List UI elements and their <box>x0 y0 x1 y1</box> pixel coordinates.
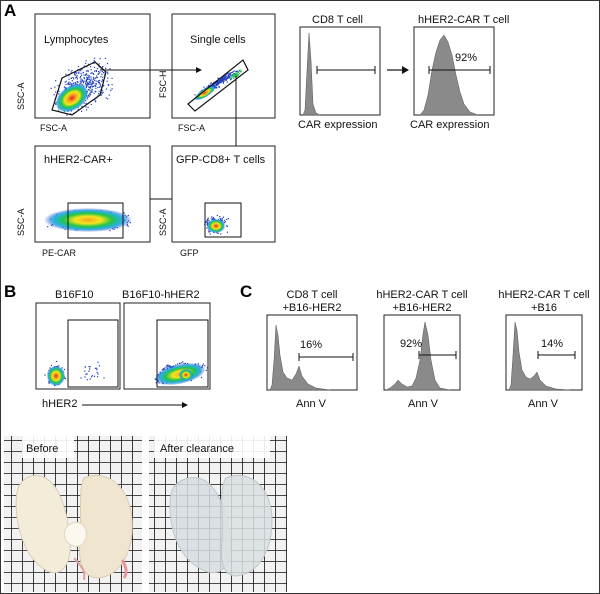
c2-title-2: +B16-HER2 <box>392 302 451 314</box>
lymphocytes-title: Lymphocytes <box>44 34 109 46</box>
after-label: After clearance <box>160 443 234 455</box>
panel-letter-b: B <box>4 282 16 301</box>
c3-x-axis: Ann V <box>528 398 559 410</box>
c-plot-3: hHER2-CAR T cell +B16 14% Ann V <box>498 289 589 410</box>
c2-title-1: hHER2-CAR T cell <box>376 289 467 301</box>
car-histogram: hHER2-CAR T cell 92% CAR expression <box>410 14 509 131</box>
c1-title-2: +B16-HER2 <box>282 302 341 314</box>
b16f10-plot <box>35 302 121 390</box>
car-hist-title: hHER2-CAR T cell <box>418 14 509 26</box>
cd8-histogram: CD8 T cell CAR expression <box>298 14 381 131</box>
gfp-cd8-y-axis: SSC-A <box>158 208 168 236</box>
car-hist-x-axis: CAR expression <box>410 119 489 131</box>
c3-title-2: +B16 <box>531 302 557 314</box>
lymphocytes-plot: Lymphocytes FSC-A SSC-A <box>16 13 151 133</box>
lymphocytes-x-axis: FSC-A <box>40 123 67 133</box>
single-cells-title: Single cells <box>190 34 246 46</box>
single-cells-y-axis: FSC-H <box>158 71 168 99</box>
c1-title-1: CD8 T cell <box>287 289 338 301</box>
car-hist-percent: 92% <box>455 52 477 64</box>
her2-car-y-axis: SSC-A <box>16 208 26 236</box>
b-x-axis: hHER2 <box>42 398 77 410</box>
panel-letter-a: A <box>4 1 16 20</box>
c2-x-axis: Ann V <box>408 398 439 410</box>
c1-x-axis: Ann V <box>296 398 327 410</box>
c-plot-2: hHER2-CAR T cell +B16-HER2 92% Ann V <box>376 289 467 410</box>
c1-percent: 16% <box>300 339 322 351</box>
her2-car-x-axis: PE-CAR <box>42 248 77 258</box>
before-photo: Before <box>4 436 142 592</box>
her2-car-title: hHER2-CAR+ <box>44 154 113 166</box>
gfp-cd8-title: GFP-CD8+ T cells <box>176 154 266 166</box>
b-right-title: B16F10-hHER2 <box>122 289 200 301</box>
gfp-cd8-plot: GFP-CD8+ T cells GFP SSC-A <box>158 145 276 258</box>
arrow-head-lymph-to-single <box>196 67 202 73</box>
c2-percent: 92% <box>400 338 422 350</box>
after-photo: After clearance <box>149 436 287 592</box>
c3-title-1: hHER2-CAR T cell <box>498 289 589 301</box>
b-x-arrow-head <box>182 402 188 408</box>
b16f10-hher2-plot <box>123 302 211 390</box>
b-left-title: B16F10 <box>55 289 94 301</box>
single-cells-x-axis: FSC-A <box>178 123 205 133</box>
arrow-head-cd8-to-car <box>402 66 409 74</box>
single-cells-plot: Single cells FSC-A FSC-H <box>158 13 276 133</box>
lymphocytes-y-axis: SSC-A <box>16 82 26 110</box>
cd8-hist-x-axis: CAR expression <box>298 119 377 131</box>
cd8-hist-title: CD8 T cell <box>312 14 363 26</box>
c3-percent: 14% <box>541 338 563 350</box>
c-plot-1: CD8 T cell +B16-HER2 16% Ann V <box>266 289 358 410</box>
her2-car-plot: hHER2-CAR+ PE-CAR SSC-A <box>16 145 151 258</box>
before-label: Before <box>26 443 58 455</box>
gfp-cd8-x-axis: GFP <box>180 248 199 258</box>
panel-letter-c: C <box>240 282 252 301</box>
